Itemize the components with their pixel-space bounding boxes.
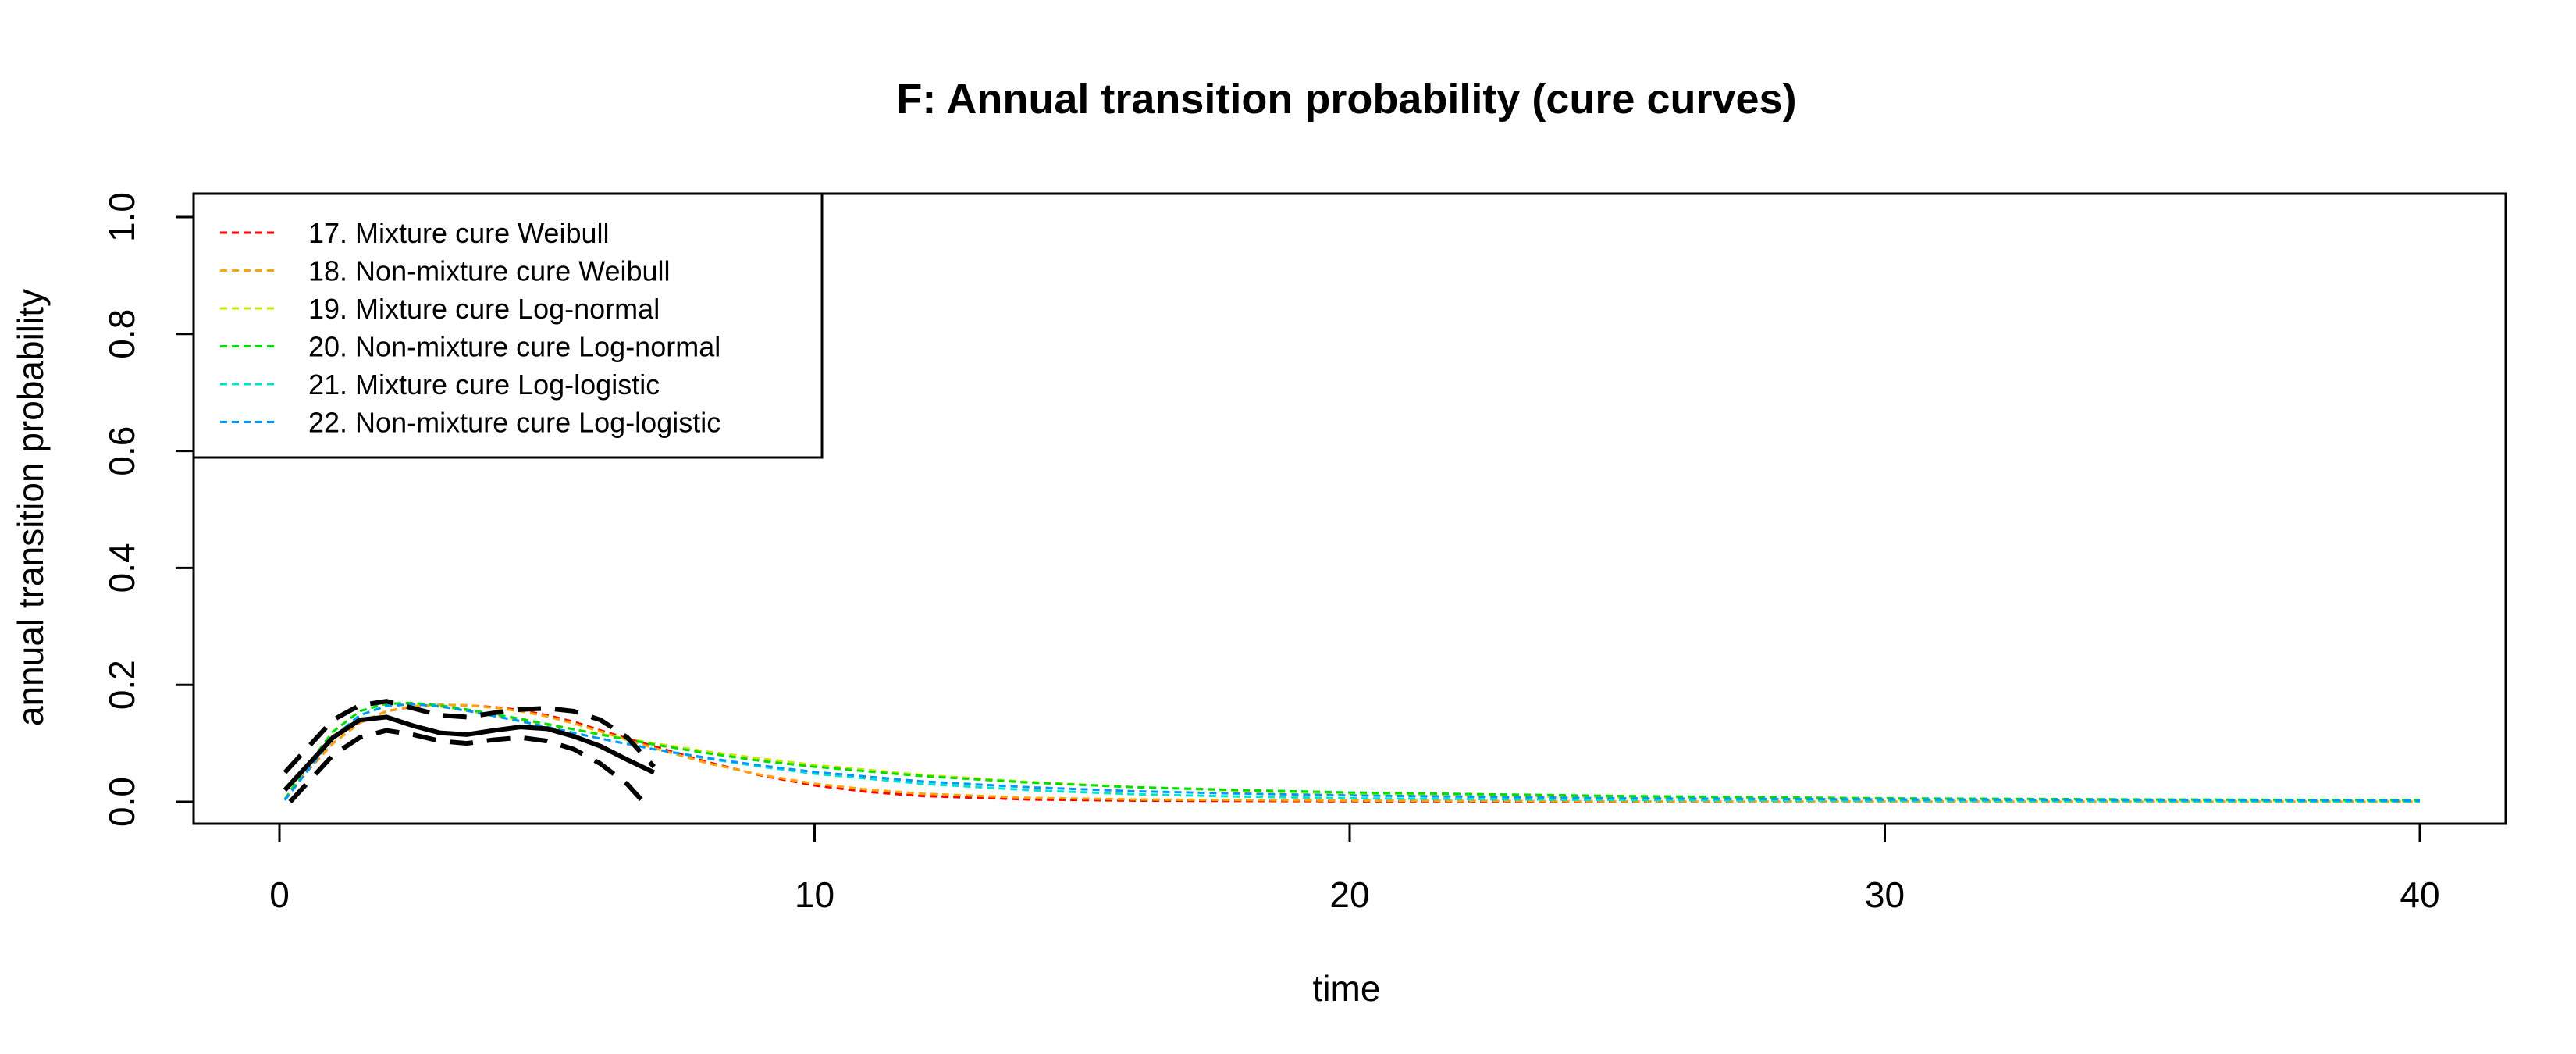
x-tick-label: 20 [1329, 874, 1369, 915]
y-tick-label: 0.0 [101, 777, 142, 827]
x-axis-label: time [1313, 968, 1381, 1009]
x-tick-label: 0 [269, 874, 290, 915]
series-line-3 [283, 702, 2421, 803]
series-layer [283, 701, 2421, 803]
legend-label-1: 17. Mixture cure Weibull [308, 217, 610, 249]
legend-label-6: 22. Non-mixture cure Log-logistic [308, 407, 720, 439]
x-tick-label: 30 [1865, 874, 1905, 915]
y-axis-label: annual transition probability [10, 289, 51, 726]
series-line-1 [283, 703, 2420, 803]
y-tick-label: 0.4 [101, 543, 142, 593]
observed-upper-band [283, 699, 656, 774]
series-line-2 [283, 703, 2421, 803]
chart-title: F: Annual transition probability (cure c… [896, 76, 1796, 123]
legend-box [192, 192, 824, 459]
legend-label-3: 19. Mixture cure Log-normal [308, 293, 660, 325]
legend-label-4: 20. Non-mixture cure Log-normal [308, 331, 720, 363]
y-axis: 0.0 0.2 0.4 0.6 0.8 1.0 [101, 192, 195, 827]
y-tick-label: 0.2 [101, 660, 142, 710]
series-line-5 [283, 703, 2421, 803]
observed-estimate-line [283, 714, 656, 792]
y-tick-label: 0.8 [101, 309, 142, 359]
observed-lower-band [288, 728, 646, 804]
series-line-6 [283, 703, 2421, 802]
legend-label-2: 18. Non-mixture cure Weibull [308, 255, 671, 287]
series-line-4 [283, 701, 2421, 802]
x-tick-label: 10 [795, 874, 834, 915]
x-axis: 0 10 20 30 40 [269, 822, 2440, 915]
observed-layer [283, 699, 656, 804]
legend-label-5: 21. Mixture cure Log-logistic [308, 369, 660, 401]
y-tick-label: 1.0 [101, 192, 142, 242]
legend: 17. Mixture cure Weibull 18. Non-mixture … [192, 192, 824, 459]
y-tick-label: 0.6 [101, 426, 142, 476]
x-tick-label: 40 [2400, 874, 2439, 915]
